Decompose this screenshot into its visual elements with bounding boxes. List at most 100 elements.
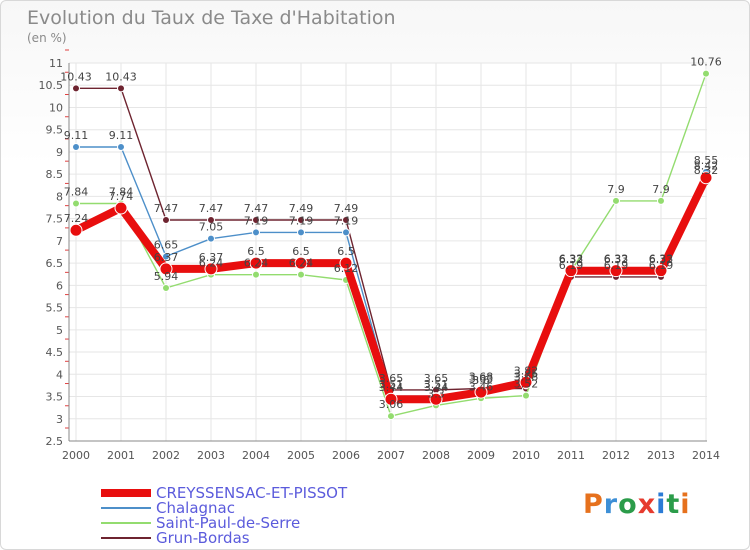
data-label: 3.06 — [379, 398, 404, 411]
data-label: 10.43 — [60, 70, 92, 83]
x-tick-label: 2004 — [242, 449, 270, 462]
data-point — [294, 256, 308, 270]
legend-swatch — [101, 537, 151, 539]
legend-swatch — [101, 522, 151, 524]
logo-letter: o — [618, 489, 638, 520]
y-tick-label: 8 — [56, 190, 63, 203]
data-label: 3.75 — [514, 367, 539, 380]
data-label: 8.32 — [694, 164, 719, 177]
data-label: 3.63 — [469, 373, 494, 386]
logo-letter: P — [583, 489, 604, 520]
data-label: 10.43 — [105, 70, 137, 83]
legend-swatch — [101, 507, 151, 509]
data-point — [474, 385, 488, 399]
chart-unit-label: (en %) — [27, 31, 67, 45]
legend-label: Saint-Paul-de-Serre — [156, 514, 301, 532]
y-tick-label: 4 — [56, 368, 63, 381]
data-point — [252, 228, 260, 237]
data-label: 6.24 — [244, 257, 269, 270]
y-tick-label: 5.5 — [46, 302, 64, 315]
proxiti-logo: Proxiti — [583, 489, 691, 520]
y-tick-label: 3 — [56, 413, 63, 426]
data-label: 6.37 — [199, 251, 224, 264]
data-point — [69, 223, 83, 237]
data-label: 3.65 — [379, 372, 404, 385]
data-point — [72, 143, 80, 152]
data-label: 3.3 — [427, 387, 445, 400]
y-tick-label: 9 — [56, 146, 63, 159]
y-tick-label: 7.5 — [46, 213, 64, 226]
data-label: 7.9 — [607, 183, 625, 196]
data-point — [114, 201, 128, 215]
data-point — [387, 412, 395, 421]
data-label: 3.52 — [514, 378, 539, 391]
legend-swatch — [101, 489, 151, 497]
data-point — [384, 392, 398, 406]
x-tick-label: 2009 — [467, 449, 495, 462]
data-point — [207, 234, 215, 243]
data-point — [519, 375, 533, 389]
y-tick-label: 7 — [56, 235, 63, 248]
data-point — [654, 264, 668, 278]
data-point — [72, 84, 80, 93]
data-label: 5.94 — [154, 270, 179, 283]
x-tick-label: 2013 — [647, 449, 675, 462]
y-tick-label: 10.5 — [39, 79, 64, 92]
data-label: 7.49 — [334, 202, 359, 215]
data-label: 7.47 — [244, 202, 269, 215]
data-point — [72, 199, 80, 208]
data-point — [339, 256, 353, 270]
data-label: 3.51 — [424, 378, 449, 391]
data-point — [162, 284, 170, 293]
data-point — [702, 69, 710, 78]
y-tick-label: 4.5 — [46, 346, 64, 359]
data-label: 10.76 — [690, 56, 722, 69]
x-tick-label: 2000 — [62, 449, 90, 462]
data-point — [699, 171, 713, 185]
data-label: 7.47 — [199, 202, 224, 215]
data-label: 7.47 — [154, 202, 179, 215]
data-point — [657, 196, 665, 205]
data-label: 6.19 — [604, 259, 629, 272]
data-point — [564, 264, 578, 278]
x-tick-label: 2008 — [422, 449, 450, 462]
data-point — [117, 84, 125, 93]
data-point — [297, 215, 305, 224]
data-point — [429, 392, 443, 406]
x-tick-label: 2010 — [512, 449, 540, 462]
data-point — [522, 391, 530, 400]
x-tick-label: 2012 — [602, 449, 630, 462]
y-tick-label: 8.5 — [46, 168, 64, 181]
data-label: 6.65 — [154, 238, 179, 251]
data-label: 6.32 — [559, 253, 584, 266]
data-label: 3.51 — [379, 378, 404, 391]
data-label: 6.24 — [289, 257, 314, 270]
y-tick-label: 3.5 — [46, 391, 64, 404]
data-point — [342, 215, 350, 224]
data-label: 6.24 — [199, 257, 224, 270]
logo-letter: i — [680, 489, 691, 520]
logo-letter: r — [603, 489, 619, 520]
data-label: 6.32 — [604, 253, 629, 266]
x-tick-label: 2011 — [557, 449, 585, 462]
legend-label: Chalagnac — [156, 499, 235, 517]
data-point — [162, 215, 170, 224]
chart-title: Evolution du Taux de Taxe d'Habitation — [27, 7, 396, 29]
data-label: 3.65 — [424, 372, 449, 385]
data-label: 6.5 — [292, 245, 310, 258]
y-tick-label: 10 — [49, 101, 63, 114]
data-point — [249, 256, 263, 270]
data-label: 6.19 — [649, 259, 674, 272]
x-tick-label: 2007 — [377, 449, 405, 462]
data-label: 6.5 — [247, 245, 265, 258]
data-label: 3.44 — [379, 381, 404, 394]
data-label: 6.33 — [649, 253, 674, 266]
data-label: 7.19 — [244, 214, 269, 227]
data-point — [252, 270, 260, 279]
data-label: 6.33 — [604, 253, 629, 266]
y-tick-label: 5 — [56, 324, 63, 337]
data-point — [612, 196, 620, 205]
legend-label: Grun-Bordas — [156, 529, 250, 547]
